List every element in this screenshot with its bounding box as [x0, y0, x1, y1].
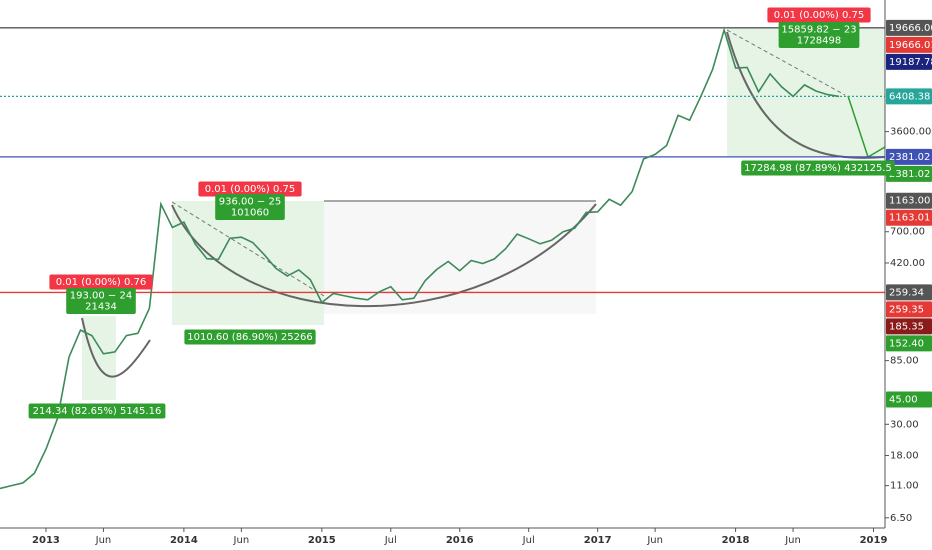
- price-tag: [886, 53, 932, 70]
- y-tick-label: 30.00: [890, 419, 919, 430]
- measure-label: 17284.98 (87.89%) 432125.5: [744, 163, 892, 174]
- x-tick-label: 2017: [584, 535, 612, 546]
- price-tag: [886, 148, 932, 165]
- measure-label: 0.01 (0.00%) 0.75: [205, 184, 295, 195]
- price-tag-label: 19666.01: [889, 40, 932, 51]
- y-tick-label: 420.00: [890, 258, 925, 269]
- x-tick-label: Jun: [95, 535, 112, 546]
- x-tick-label: 2014: [170, 535, 198, 546]
- arc-drawing: [726, 31, 886, 159]
- price-tag: [886, 301, 932, 318]
- measure-area: [172, 201, 324, 325]
- overlay: 3600.00 700.00 420.00 85.00 30.00 18.00 11.00 6…: [28, 7, 932, 546]
- measure-label: 101060: [231, 208, 269, 219]
- price-tag-label: 6408.38: [889, 91, 930, 102]
- plot: [0, 27, 885, 490]
- price-tag: [886, 36, 932, 53]
- x-tick-label: 2018: [722, 535, 750, 546]
- measure-label: 193.00 − 24: [70, 291, 132, 302]
- x-tick-label: 2019: [860, 535, 888, 546]
- x-tick-label: Jul: [522, 535, 535, 546]
- price-tag-label: 2381.02: [889, 169, 930, 180]
- price-tag: [886, 391, 932, 408]
- price-tag: [886, 284, 932, 301]
- measure-label-box: [198, 181, 302, 197]
- x-tick-label: Jun: [646, 535, 663, 546]
- x-tick-label: 2015: [308, 535, 336, 546]
- measure-label: 214.34 (82.65%) 5145.16: [33, 406, 162, 417]
- price-tag-label: 45.00: [889, 395, 918, 406]
- measure-label: 0.01 (0.00%) 0.75: [774, 10, 864, 21]
- y-tick-label: 18.00: [890, 451, 919, 462]
- measure-label-box: [741, 160, 895, 176]
- measure-label: 936.00 − 25: [219, 197, 281, 208]
- shade-area: [324, 201, 596, 314]
- measure-label: 1010.60 (86.90%) 25266: [187, 332, 312, 343]
- price-tag: [886, 318, 932, 335]
- x-tick-label: Jun: [784, 535, 801, 546]
- x-tick-label: 2013: [32, 535, 60, 546]
- y-tick-label: 3600.00: [890, 127, 931, 138]
- y-tick-label: 700.00: [890, 227, 925, 238]
- price-tag: [886, 88, 932, 105]
- price-tag-label: 185.35: [889, 321, 924, 332]
- price-line-series: [0, 27, 840, 490]
- y-tick-label: 85.00: [890, 356, 919, 367]
- price-tag: [886, 165, 932, 182]
- x-tick-label: Jun: [233, 535, 250, 546]
- arc-drawing: [171, 203, 597, 308]
- measure-area: [82, 316, 116, 400]
- measure-label-box: [66, 288, 136, 314]
- price-tag: [886, 192, 932, 209]
- measure-label-box: [767, 7, 871, 23]
- measure-label: 21434: [85, 302, 117, 313]
- trend-line: [726, 29, 846, 96]
- measure-label: 1728498: [797, 36, 842, 47]
- price-tag-label: 259.35: [889, 304, 924, 315]
- x-tick-label: 2016: [446, 535, 474, 546]
- measure-label-box: [778, 22, 860, 48]
- y-tick-label: 6.50: [890, 513, 912, 524]
- price-tag-label: 19187.78: [889, 57, 932, 68]
- measure-area: [727, 28, 885, 157]
- measure-label: 0.01 (0.00%) 0.76: [56, 277, 146, 288]
- price-tag: [886, 335, 932, 352]
- price-tag-label: 152.40: [889, 338, 924, 349]
- price-tag-label: 2381.02: [889, 152, 930, 163]
- x-tick-label: Jul: [384, 535, 397, 546]
- price-tag-label: 1163.00: [889, 196, 930, 207]
- arc-drawing: [81, 317, 151, 378]
- price-tag-label: 1163.01: [889, 213, 930, 224]
- y-tick-label: 11.00: [890, 481, 919, 492]
- measure-label: 15859.82 − 23: [781, 25, 856, 36]
- price-tag-label: 19666.00: [889, 23, 932, 34]
- price-tag-label: 259.34: [889, 287, 924, 298]
- measure-label-box: [49, 274, 153, 290]
- price-tag: [886, 19, 932, 36]
- measure-label-box: [28, 403, 166, 419]
- measure-label-box: [184, 329, 316, 345]
- trend-line: [171, 201, 325, 297]
- price-axis: [885, 0, 932, 550]
- price-tag: [886, 209, 932, 226]
- measure-label-box: [215, 194, 285, 220]
